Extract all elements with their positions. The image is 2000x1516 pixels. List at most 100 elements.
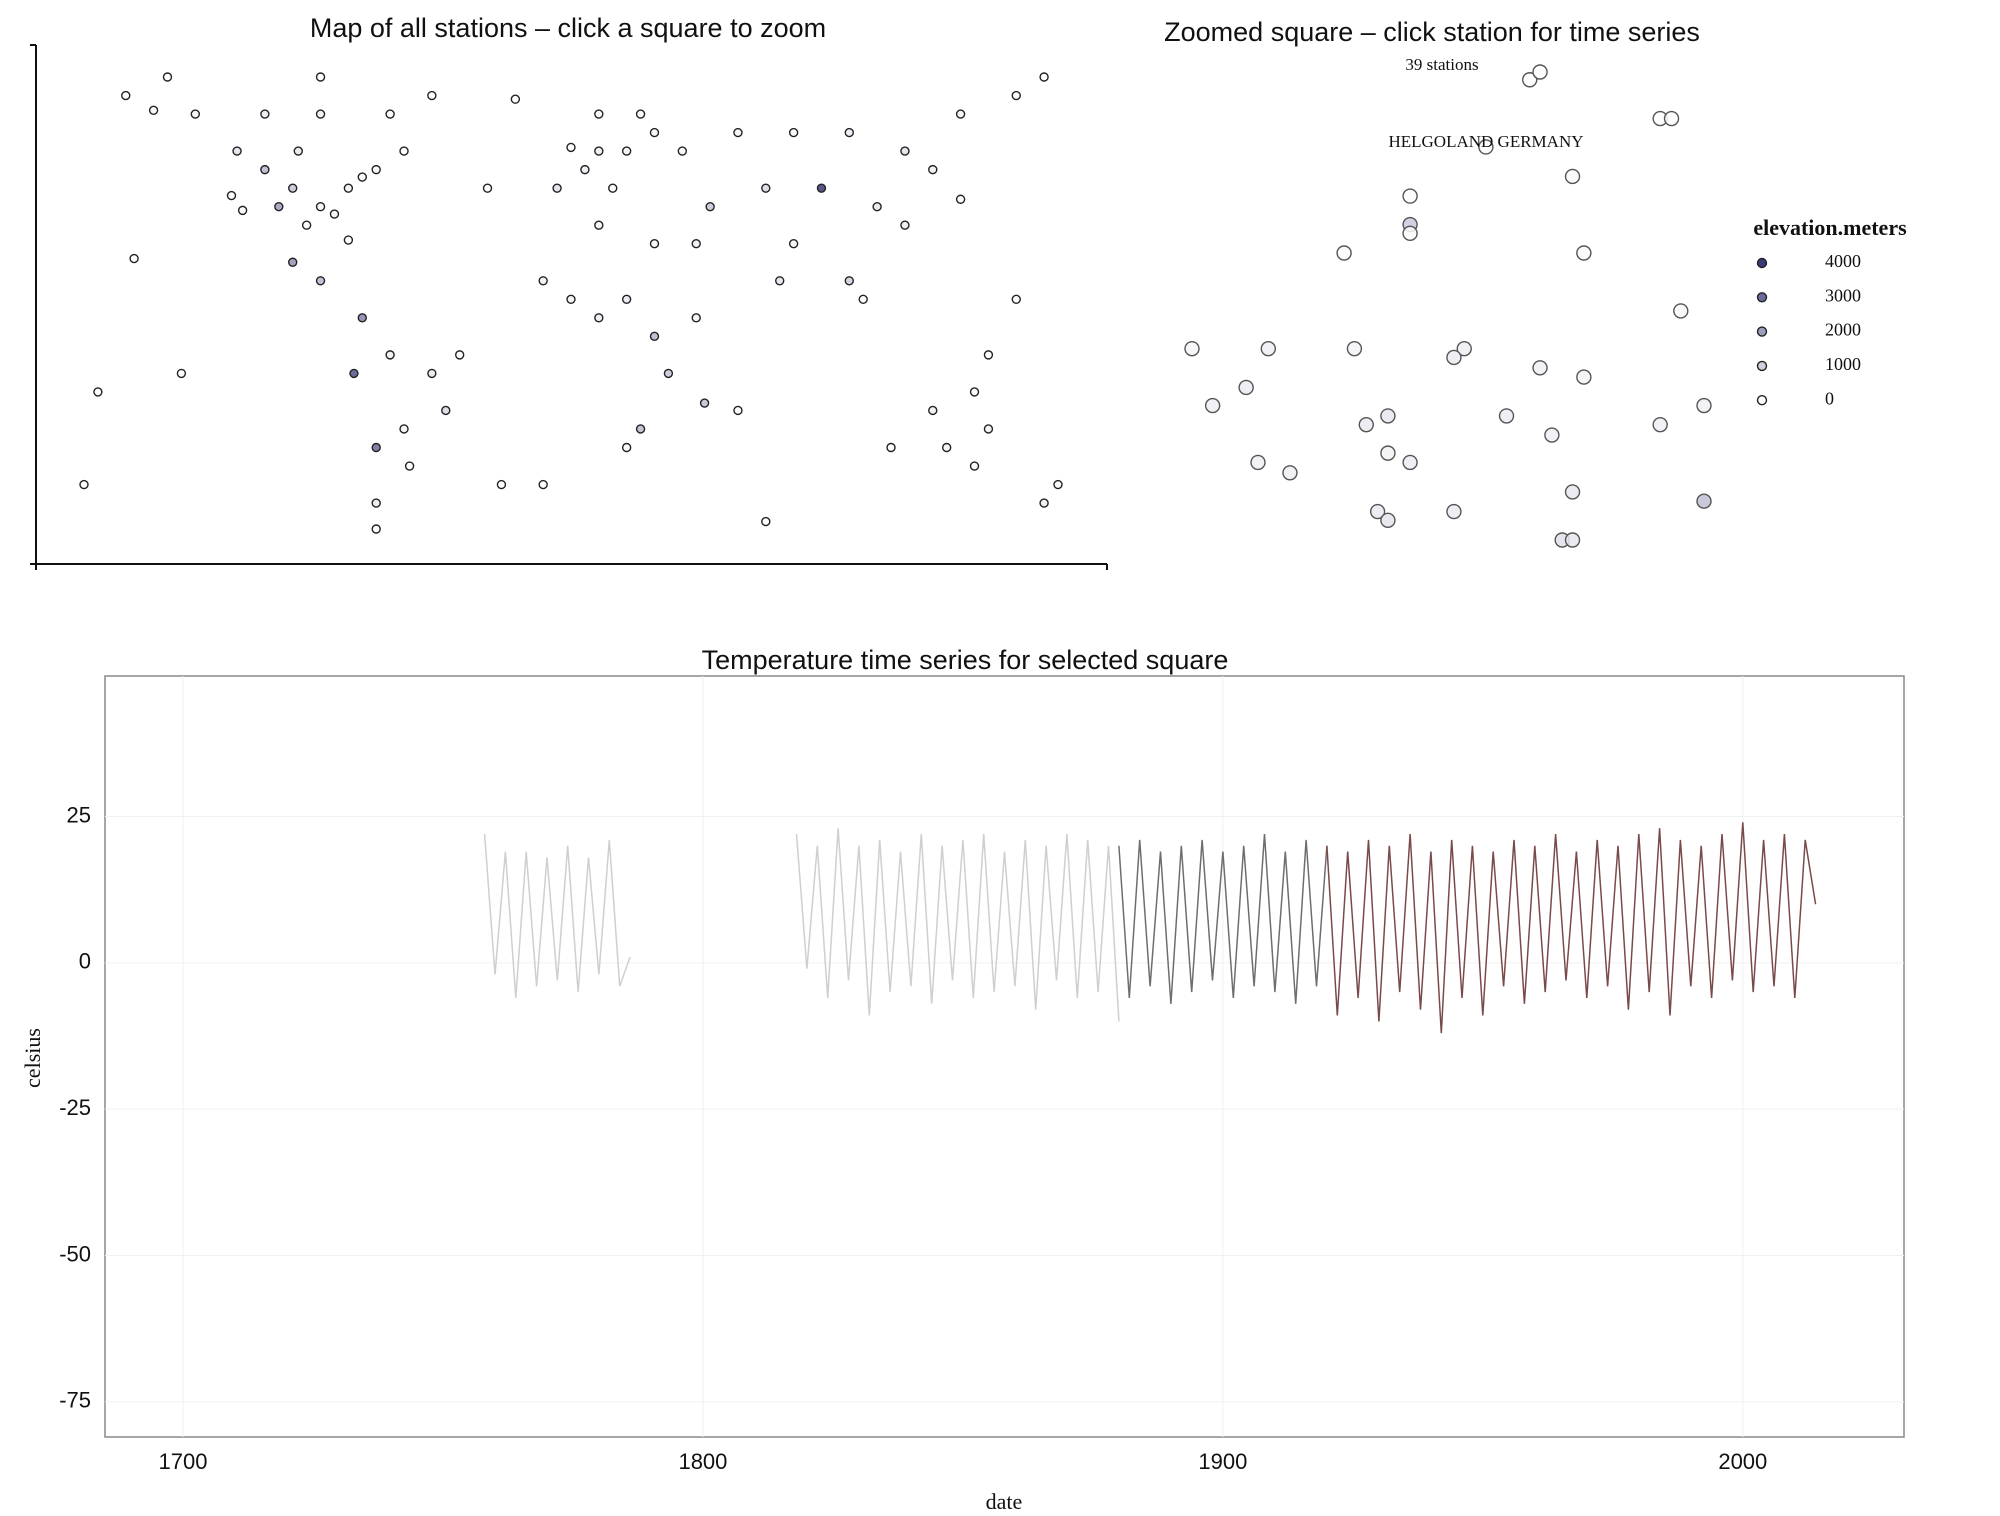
station[interactable] xyxy=(1380,512,1396,529)
station[interactable] xyxy=(928,405,938,416)
station[interactable] xyxy=(441,405,451,416)
station[interactable] xyxy=(349,368,359,379)
station[interactable] xyxy=(1402,225,1418,242)
station[interactable] xyxy=(663,368,674,379)
station[interactable] xyxy=(404,461,415,471)
station[interactable] xyxy=(427,90,437,101)
station[interactable] xyxy=(1446,349,1462,366)
station[interactable] xyxy=(427,368,437,379)
station[interactable] xyxy=(1498,408,1515,424)
station[interactable] xyxy=(274,201,284,212)
station[interactable] xyxy=(538,479,548,490)
station[interactable] xyxy=(941,442,952,453)
station[interactable] xyxy=(454,350,465,360)
station[interactable] xyxy=(1053,479,1063,490)
station[interactable] xyxy=(608,183,618,193)
station[interactable] xyxy=(1282,465,1298,481)
station[interactable] xyxy=(983,350,994,360)
station[interactable] xyxy=(1039,72,1049,82)
station[interactable] xyxy=(371,164,381,175)
station[interactable] xyxy=(1673,303,1689,319)
station[interactable] xyxy=(176,368,187,379)
station[interactable] xyxy=(1696,397,1712,414)
station[interactable] xyxy=(371,442,381,453)
station[interactable] xyxy=(1346,340,1363,357)
station[interactable] xyxy=(788,127,799,138)
station[interactable] xyxy=(1402,454,1418,471)
station[interactable] xyxy=(1696,493,1712,509)
station[interactable] xyxy=(844,276,854,286)
station[interactable] xyxy=(1576,245,1592,261)
station[interactable] xyxy=(691,239,701,249)
station[interactable] xyxy=(329,209,340,219)
station[interactable] xyxy=(649,127,660,138)
station[interactable] xyxy=(1446,503,1462,520)
station[interactable] xyxy=(969,387,980,397)
station[interactable] xyxy=(621,294,632,304)
station[interactable] xyxy=(315,276,326,286)
station[interactable] xyxy=(900,146,910,156)
station[interactable] xyxy=(594,146,604,156)
station[interactable] xyxy=(260,109,270,119)
station[interactable] xyxy=(844,127,854,138)
station[interactable] xyxy=(1576,369,1592,385)
station[interactable] xyxy=(496,479,507,490)
station[interactable] xyxy=(733,405,743,416)
station[interactable] xyxy=(594,313,604,323)
station[interactable] xyxy=(775,276,785,286)
station[interactable] xyxy=(552,183,562,193)
station[interactable] xyxy=(315,72,326,82)
station[interactable] xyxy=(858,294,868,304)
station[interactable] xyxy=(649,239,660,249)
station[interactable] xyxy=(928,164,938,175)
station[interactable] xyxy=(1369,503,1386,520)
station[interactable] xyxy=(761,516,771,527)
station[interactable] xyxy=(705,201,715,212)
station[interactable] xyxy=(232,146,242,156)
station[interactable] xyxy=(371,524,381,534)
station[interactable] xyxy=(357,313,367,323)
station[interactable] xyxy=(343,183,354,193)
station[interactable] xyxy=(343,235,354,245)
station[interactable] xyxy=(1652,416,1668,433)
station[interactable] xyxy=(872,201,882,212)
station[interactable] xyxy=(691,313,701,323)
station[interactable] xyxy=(1238,379,1254,396)
station[interactable] xyxy=(260,164,270,175)
station[interactable] xyxy=(699,398,710,408)
station[interactable] xyxy=(1380,408,1396,424)
station[interactable] xyxy=(93,387,103,397)
station[interactable] xyxy=(983,424,994,434)
station[interactable] xyxy=(1564,484,1581,500)
station[interactable] xyxy=(288,257,298,267)
station[interactable] xyxy=(226,190,237,201)
station[interactable] xyxy=(148,105,159,116)
station[interactable] xyxy=(482,183,493,193)
station[interactable] xyxy=(621,146,632,156)
station[interactable] xyxy=(1011,294,1021,304)
station[interactable] xyxy=(1336,245,1352,261)
station[interactable] xyxy=(816,183,827,193)
station[interactable] xyxy=(79,479,89,490)
station[interactable] xyxy=(190,109,201,119)
station[interactable] xyxy=(1564,532,1581,548)
station[interactable] xyxy=(1663,110,1680,127)
station[interactable] xyxy=(1478,139,1494,155)
station[interactable] xyxy=(288,183,298,193)
station[interactable] xyxy=(594,220,604,230)
station[interactable] xyxy=(399,424,409,434)
station[interactable] xyxy=(301,220,312,230)
station[interactable] xyxy=(788,239,799,249)
station[interactable] xyxy=(293,146,303,156)
station[interactable] xyxy=(566,142,576,153)
station[interactable] xyxy=(371,498,381,508)
station[interactable] xyxy=(1184,340,1200,357)
station[interactable] xyxy=(1532,360,1548,376)
station[interactable] xyxy=(1522,72,1538,88)
station[interactable] xyxy=(1358,416,1374,433)
station[interactable] xyxy=(1039,498,1049,508)
station[interactable] xyxy=(969,461,980,471)
station[interactable] xyxy=(1380,445,1396,461)
station[interactable] xyxy=(1204,397,1221,414)
station[interactable] xyxy=(566,294,576,304)
